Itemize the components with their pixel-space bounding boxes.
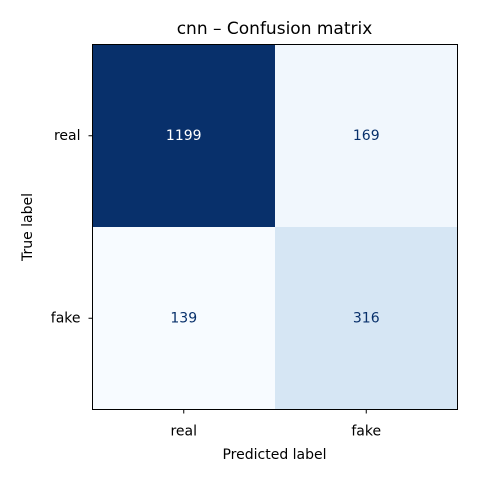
y-tick-label: fake [51,310,81,326]
x-axis-label: Predicted label [222,447,326,463]
x-axis-ticks: real fake [170,409,381,440]
y-axis-label: True label [20,193,36,262]
cell-value-real-fake: 169 [353,128,380,144]
y-axis-ticks: real fake [51,128,93,326]
x-tick-label: fake [351,424,381,440]
heatmap-cell-fake-fake [275,227,458,410]
chart-title: cnn – Confusion matrix [177,19,373,39]
y-tick-label: real [54,128,81,144]
heatmap-cell-real-real [92,44,275,227]
x-tick-label: real [170,424,197,440]
heatmap-cells [92,44,458,410]
cell-value-fake-fake: 316 [353,310,380,326]
cell-value-fake-real: 139 [170,310,197,326]
heatmap-cell-fake-real [92,227,275,410]
heatmap-cell-values: 1199 169 139 316 [166,128,380,327]
plot-frame [92,44,458,410]
heatmap-cell-real-fake [275,44,458,227]
cell-value-real-real: 1199 [166,128,202,144]
